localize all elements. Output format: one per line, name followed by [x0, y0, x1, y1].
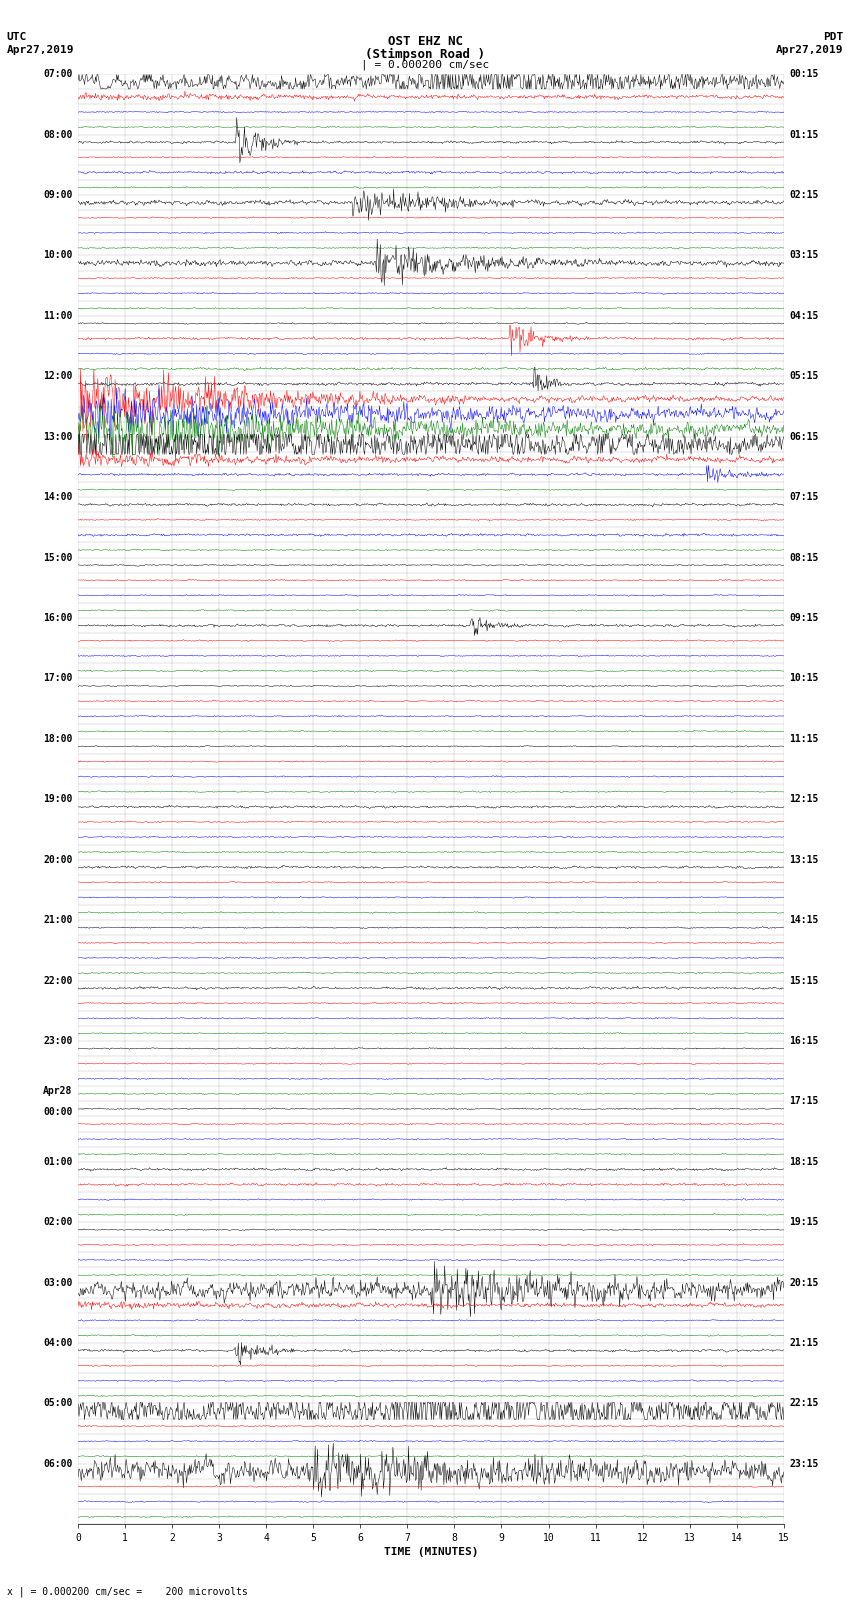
Text: 03:15: 03:15	[790, 250, 819, 260]
Text: (Stimpson Road ): (Stimpson Road )	[365, 48, 485, 61]
Text: x | = 0.000200 cm/sec =    200 microvolts: x | = 0.000200 cm/sec = 200 microvolts	[7, 1586, 247, 1597]
Text: 10:00: 10:00	[43, 250, 72, 260]
Text: 00:15: 00:15	[790, 69, 819, 79]
Text: 07:00: 07:00	[43, 69, 72, 79]
Text: 02:00: 02:00	[43, 1218, 72, 1227]
Text: 09:15: 09:15	[790, 613, 819, 623]
Text: 10:15: 10:15	[790, 673, 819, 684]
Text: 07:15: 07:15	[790, 492, 819, 502]
Text: 17:00: 17:00	[43, 673, 72, 684]
Text: 05:00: 05:00	[43, 1398, 72, 1408]
Text: 11:15: 11:15	[790, 734, 819, 744]
Text: 14:15: 14:15	[790, 915, 819, 926]
Text: OST EHZ NC: OST EHZ NC	[388, 35, 462, 48]
Text: 23:00: 23:00	[43, 1036, 72, 1045]
Text: 09:00: 09:00	[43, 190, 72, 200]
Text: 12:15: 12:15	[790, 794, 819, 805]
Text: 06:00: 06:00	[43, 1458, 72, 1469]
Text: 08:15: 08:15	[790, 553, 819, 563]
Text: 03:00: 03:00	[43, 1277, 72, 1287]
Text: 02:15: 02:15	[790, 190, 819, 200]
Text: 15:00: 15:00	[43, 553, 72, 563]
Text: Apr28: Apr28	[43, 1086, 72, 1095]
Text: 21:00: 21:00	[43, 915, 72, 926]
Text: 15:15: 15:15	[790, 976, 819, 986]
Text: UTC: UTC	[7, 32, 27, 42]
X-axis label: TIME (MINUTES): TIME (MINUTES)	[383, 1547, 479, 1558]
Text: 05:15: 05:15	[790, 371, 819, 381]
Text: 13:15: 13:15	[790, 855, 819, 865]
Text: 16:15: 16:15	[790, 1036, 819, 1045]
Text: 22:00: 22:00	[43, 976, 72, 986]
Text: 20:15: 20:15	[790, 1277, 819, 1287]
Text: 22:15: 22:15	[790, 1398, 819, 1408]
Text: 06:15: 06:15	[790, 432, 819, 442]
Text: 21:15: 21:15	[790, 1339, 819, 1348]
Text: 18:00: 18:00	[43, 734, 72, 744]
Text: 17:15: 17:15	[790, 1097, 819, 1107]
Text: 19:00: 19:00	[43, 794, 72, 805]
Text: PDT: PDT	[823, 32, 843, 42]
Text: Apr27,2019: Apr27,2019	[7, 45, 74, 55]
Text: | = 0.000200 cm/sec: | = 0.000200 cm/sec	[361, 60, 489, 71]
Text: 00:00: 00:00	[43, 1107, 72, 1116]
Text: 12:00: 12:00	[43, 371, 72, 381]
Text: 23:15: 23:15	[790, 1458, 819, 1469]
Text: 18:15: 18:15	[790, 1157, 819, 1166]
Text: 08:00: 08:00	[43, 129, 72, 140]
Text: 14:00: 14:00	[43, 492, 72, 502]
Text: 13:00: 13:00	[43, 432, 72, 442]
Text: 04:00: 04:00	[43, 1339, 72, 1348]
Text: 11:00: 11:00	[43, 311, 72, 321]
Text: 04:15: 04:15	[790, 311, 819, 321]
Text: 01:15: 01:15	[790, 129, 819, 140]
Text: 01:00: 01:00	[43, 1157, 72, 1166]
Text: 16:00: 16:00	[43, 613, 72, 623]
Text: Apr27,2019: Apr27,2019	[776, 45, 843, 55]
Text: 20:00: 20:00	[43, 855, 72, 865]
Text: 19:15: 19:15	[790, 1218, 819, 1227]
